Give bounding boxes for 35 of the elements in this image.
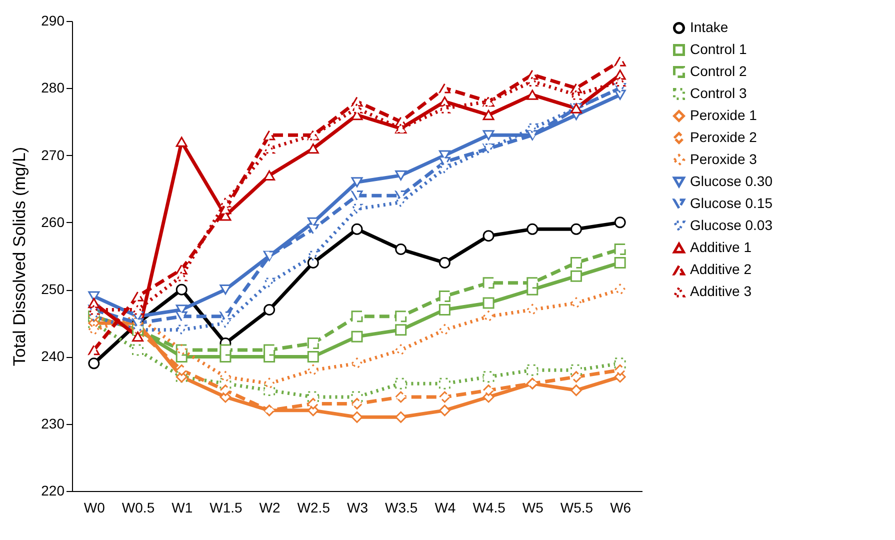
- legend-label: Glucose 0.30: [690, 173, 773, 189]
- legend-label: Additive 2: [690, 261, 752, 277]
- legend-label: Peroxide 2: [690, 129, 758, 145]
- legend-label: Glucose 0.03: [690, 217, 773, 233]
- x-tick-label: W5.5: [560, 500, 594, 516]
- x-tick-label: W0: [84, 500, 106, 516]
- x-tick-label: W0.5: [122, 500, 155, 516]
- y-tick-label: 270: [41, 146, 65, 163]
- x-tick-label: W1: [172, 500, 193, 516]
- y-tick-label: 280: [41, 80, 65, 96]
- y-tick-label: 230: [41, 415, 65, 432]
- legend-label: Glucose 0.15: [690, 195, 773, 211]
- y-tick-label: 250: [41, 281, 65, 298]
- legend-label: Control 3: [690, 85, 748, 101]
- legend-label: Additive 1: [690, 239, 752, 255]
- legend-label: Control 1: [690, 41, 748, 57]
- legend-label: Additive 3: [690, 283, 752, 299]
- x-tick-label: W3: [347, 500, 368, 516]
- legend-label: Intake: [690, 19, 728, 35]
- y-axis-title: Total Dissolved Solids (mg/L): [10, 146, 30, 366]
- y-tick-label: 290: [41, 12, 65, 28]
- legend-label: Peroxide 3: [690, 151, 758, 167]
- x-tick-label: W4.5: [472, 500, 506, 516]
- legend-label: Control 2: [690, 63, 748, 79]
- legend-label: Peroxide 1: [690, 107, 758, 123]
- y-tick-label: 240: [41, 348, 65, 364]
- x-tick-label: W6: [610, 500, 632, 516]
- y-tick-label: 260: [41, 214, 65, 230]
- x-tick-label: W2.5: [297, 500, 330, 516]
- y-tick-label: 220: [41, 482, 65, 498]
- x-tick-label: W2: [259, 500, 281, 516]
- x-tick-label: W1.5: [210, 500, 243, 516]
- x-tick-label: W5: [522, 500, 544, 516]
- x-tick-label: W4: [434, 500, 456, 516]
- x-tick-label: W3.5: [385, 500, 418, 516]
